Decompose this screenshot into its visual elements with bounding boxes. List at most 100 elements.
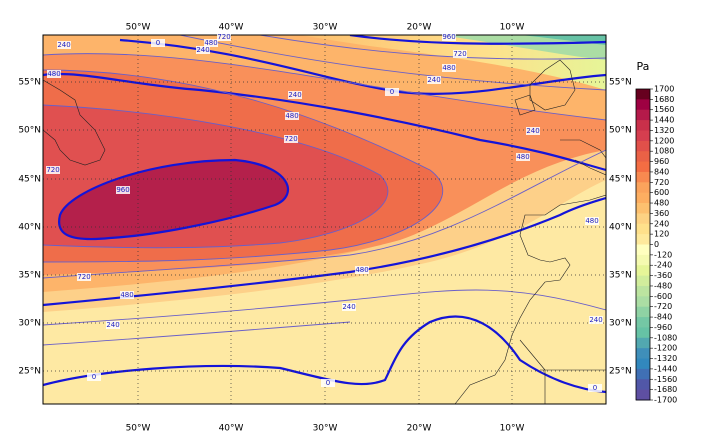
contour-label-bg — [588, 384, 602, 392]
colorbar-segment — [636, 275, 650, 287]
contour-label-bg — [151, 39, 165, 47]
colorbar-segment — [636, 213, 650, 225]
colorbar-tick-label: -960 — [654, 323, 672, 332]
colorbar-tick-label: -1440 — [654, 364, 677, 373]
contour-label-bg — [453, 50, 467, 58]
contour-label-bg — [427, 76, 441, 84]
coastline — [43, 79, 106, 166]
contour-line — [43, 149, 606, 279]
colorbar-segment — [636, 379, 650, 391]
colorbar-segment — [636, 223, 650, 235]
colorbar-tick-label: 1560 — [654, 105, 674, 114]
lat-label: 30°N — [18, 319, 41, 329]
colorbar-tick-label: -1080 — [654, 333, 677, 342]
lon-label: 30°W — [313, 424, 338, 434]
contour-label-bg — [585, 217, 599, 225]
colorbar-tick-label: -720 — [654, 302, 672, 311]
lat-label: 55°N — [609, 78, 632, 88]
contour-label-bg — [106, 321, 120, 329]
lat-label: 45°N — [18, 175, 41, 185]
colorbar-segment — [636, 192, 650, 204]
contour-label: 720 — [284, 135, 297, 143]
contour-label: 960 — [116, 186, 129, 194]
contour-label-bg — [442, 33, 456, 41]
colorbar-segment — [636, 317, 650, 328]
colorbar-tick-label: -840 — [654, 313, 672, 322]
colorbar-segment — [636, 161, 650, 173]
contour-label: 720 — [217, 33, 230, 41]
contour-label: 0 — [92, 373, 96, 381]
contour-label-bg — [120, 291, 134, 299]
colorbar-tick-label: -1200 — [654, 344, 677, 353]
contour-label: 240 — [57, 41, 70, 49]
colorbar-tick-label: 840 — [654, 167, 669, 176]
contour-label: 720 — [46, 166, 59, 174]
contour-line — [43, 321, 351, 346]
colorbar-segment — [636, 265, 650, 277]
colorbar-tick-label: -240 — [654, 261, 672, 270]
contour-label: 480 — [585, 217, 598, 225]
colorbar-segment — [636, 203, 650, 214]
colorbar-segment — [636, 254, 650, 266]
colorbar-tick-label: -360 — [654, 271, 672, 280]
contour-label: 720 — [77, 273, 90, 281]
contour-label: 480 — [285, 112, 298, 120]
graticule — [43, 35, 606, 404]
colorbar-segment — [636, 327, 650, 339]
colorbar-segment — [636, 358, 650, 370]
contour-label: 240 — [589, 316, 602, 324]
contour-label-bg — [526, 127, 540, 135]
lat-label: 50°N — [18, 126, 41, 136]
colorbar-segment — [636, 89, 650, 100]
contour-label: 240 — [342, 303, 355, 311]
contour-label: 0 — [390, 88, 394, 96]
colorbar-tick-label: 1200 — [654, 136, 674, 145]
contour-label: 480 — [120, 291, 133, 299]
colorbar-tick-label: -600 — [654, 292, 672, 301]
colorbar-tick-label: -1320 — [654, 354, 677, 363]
colorbar-tick-label: 960 — [654, 157, 669, 166]
contour-label-bg — [47, 70, 61, 78]
field-band — [440, 35, 606, 60]
colorbar-tick-label: 1700 — [654, 85, 674, 94]
contour-label: 240 — [526, 127, 539, 135]
contour-line — [43, 72, 606, 172]
contour-label-bg — [442, 64, 456, 72]
colorbar-segment — [636, 389, 650, 401]
contour-line — [349, 35, 606, 45]
contour-label: 240 — [196, 46, 209, 54]
lat-label: 35°N — [18, 271, 41, 281]
contour-label-bg — [355, 266, 369, 274]
colorbar-tick-label: 240 — [654, 219, 669, 228]
colorbar-tick-label: -1700 — [654, 396, 677, 405]
contour-label: 480 — [516, 153, 529, 161]
colorbar-segment — [636, 171, 650, 183]
lon-label: 10°W — [500, 424, 525, 434]
contour-label: 720 — [453, 50, 466, 58]
contour-line — [119, 38, 606, 95]
contour-label-bg — [284, 135, 298, 143]
field-band — [380, 316, 606, 404]
contour-label-bg — [516, 153, 530, 161]
lon-label: 20°W — [407, 424, 432, 434]
lat-label: 25°N — [609, 367, 632, 377]
contour-label: 480 — [442, 64, 455, 72]
colorbar-segment — [636, 109, 650, 121]
contour-label-bg — [385, 88, 399, 96]
lat-label: 35°N — [609, 271, 632, 281]
colorbar-segment — [636, 285, 650, 297]
contour-label: 480 — [47, 70, 60, 78]
colorbar-segment — [636, 234, 650, 245]
contour-label: 0 — [156, 39, 160, 47]
field-band — [520, 35, 606, 45]
contour-labels: 240 0 480240720480240480720960720096072048… — [46, 33, 603, 392]
colorbar-segment — [636, 244, 650, 256]
contour-label-bg — [321, 379, 335, 387]
colorbar-tick-label: 720 — [654, 178, 669, 187]
colorbar-segment — [636, 120, 650, 131]
contour-line — [43, 196, 606, 307]
contour-label-bg — [196, 46, 210, 54]
colorbar-segment — [636, 348, 650, 360]
colorbar-tick-label: -1560 — [654, 375, 677, 384]
